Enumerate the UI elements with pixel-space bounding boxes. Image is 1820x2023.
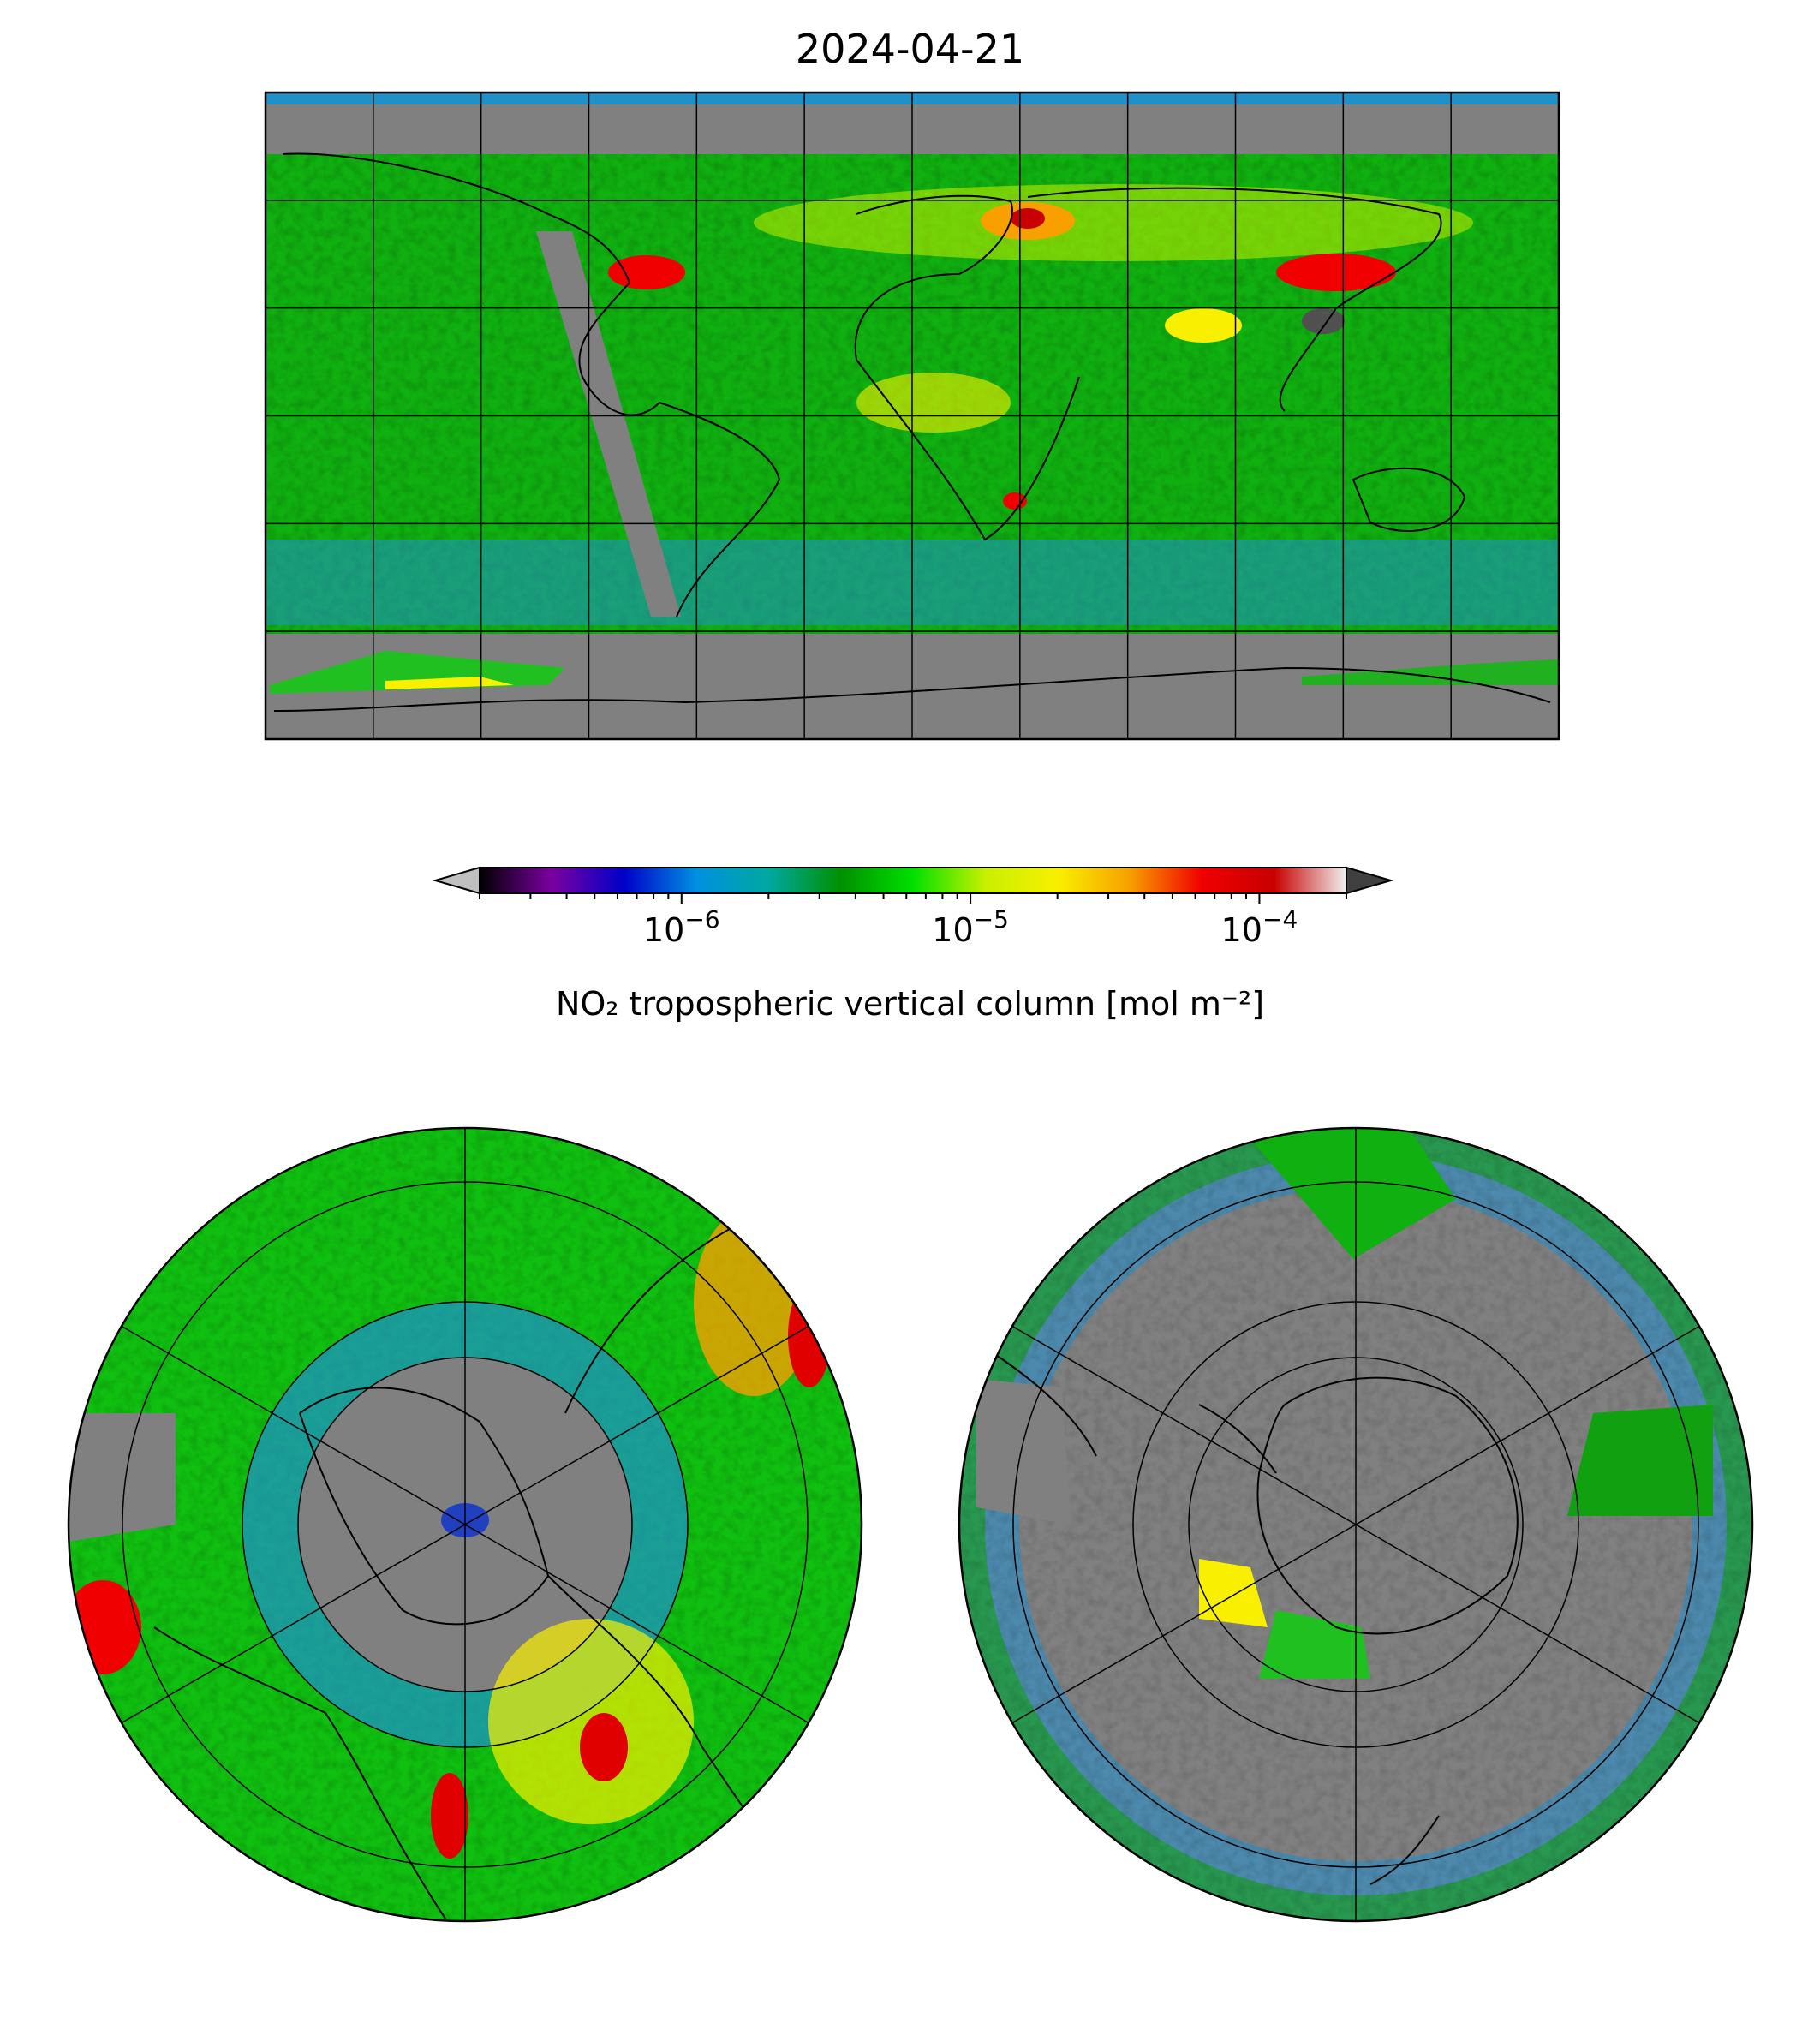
south-coastlines (993, 1352, 1519, 1885)
orbit-gap (536, 231, 681, 617)
colorbar-tick-base: 10 (932, 911, 973, 949)
coast-australia (1352, 467, 1466, 532)
hotspot-china-saturated (1302, 308, 1345, 334)
south-swath-c (1259, 1610, 1370, 1679)
south-coast-peninsula (1198, 1404, 1277, 1474)
south-map-frame (958, 1126, 1754, 1923)
global-map-frame (264, 91, 1560, 741)
hotspot-south-africa (1003, 492, 1027, 510)
north-hotspot-europe-core (580, 1713, 628, 1781)
south-coast-south-america (993, 1352, 1097, 1457)
colorbar-extend-over (1346, 866, 1394, 895)
coast-asia (1027, 187, 1442, 412)
colorbar-label: NO₂ tropospheric vertical column [mol m⁻… (555, 985, 1265, 1023)
hotspot-moscow (1011, 208, 1045, 229)
north-coast-america (153, 1626, 446, 1919)
colorbar-body (480, 868, 1346, 893)
colorbar-tick-label: 10−6 (643, 905, 720, 949)
north-map-frame (67, 1126, 863, 1923)
north-polar-map (69, 1128, 862, 1921)
south-coast-australia (1369, 1815, 1440, 1885)
colorbar-tick-exponent: −6 (684, 905, 719, 934)
coast-south-america (659, 402, 781, 618)
south-gridlines (1006, 1128, 1705, 1921)
south-gap (976, 1379, 1071, 1525)
south-polar-map (959, 1128, 1752, 1921)
north-gridlines (116, 1128, 815, 1921)
colorbar: 10−6 10−5 10−4 (432, 866, 1394, 949)
south-swath-a (1250, 1128, 1456, 1259)
meridian-line (1006, 1524, 1357, 1727)
colorbar-tick-base: 10 (1221, 911, 1262, 949)
gridlines (266, 92, 1559, 739)
hotspot-east-asia (1276, 254, 1396, 291)
meridian-line (116, 1524, 466, 1727)
colorbar-tick-label: 10−4 (1221, 905, 1298, 949)
coastlines (273, 152, 1551, 712)
hotspot-india (1165, 308, 1242, 343)
antarctic-swath-3 (1302, 659, 1559, 685)
colorbar-tick-exponent: −4 (1262, 905, 1298, 934)
north-hotspot-us (431, 1773, 468, 1859)
meridian-line (464, 1322, 815, 1525)
meridian-line (464, 1524, 815, 1727)
nh-enhancement (754, 184, 1473, 261)
coast-north-america (282, 152, 660, 416)
south-swath-d (1199, 1559, 1268, 1627)
global-map (266, 92, 1559, 739)
hotspot-us-east (608, 255, 685, 289)
colorbar-tick-base: 10 (643, 911, 684, 949)
meridian-line (116, 1322, 466, 1525)
coast-africa-europe (854, 194, 1080, 541)
antarctic-swath-2 (385, 677, 514, 689)
colorbar-tick-label: 10−5 (932, 905, 1009, 949)
coast-antarctica (273, 666, 1551, 712)
colorbar-extend-under (432, 866, 480, 895)
north-hotspot-japan (788, 1285, 831, 1387)
north-gap (69, 1413, 176, 1542)
colorbar-outline (479, 867, 1347, 894)
meridian-line (1355, 1322, 1705, 1525)
colorbar-tick-exponent: −5 (974, 905, 1009, 934)
colorbar-ticks: 10−6 10−5 10−4 (479, 893, 1347, 949)
south-coast-antarctica (1256, 1376, 1519, 1635)
meridian-line (1006, 1322, 1357, 1525)
south-swath-b (1567, 1405, 1713, 1516)
africa-enhancement (856, 373, 1011, 433)
figure-title: 2024-04-21 (795, 26, 1025, 72)
meridian-line (1355, 1524, 1705, 1727)
